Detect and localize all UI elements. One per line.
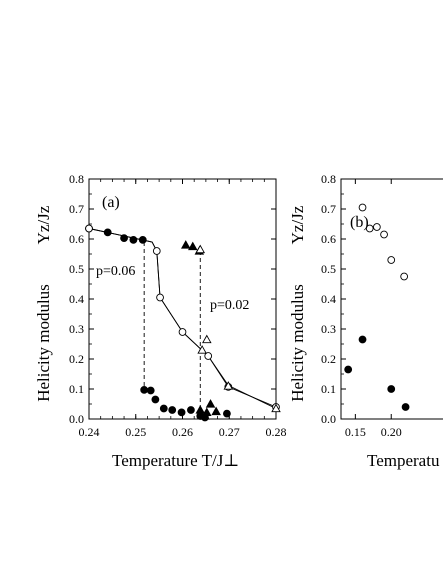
x-tick-label: 0.20 bbox=[381, 425, 402, 439]
panel-a-y-axis-symbol: Υz/Jz bbox=[34, 205, 53, 244]
data-point-filled-circle bbox=[387, 385, 396, 393]
data-point-open-circle bbox=[156, 293, 164, 302]
data-point-filled-circle bbox=[159, 404, 168, 413]
data-point-open-circle bbox=[365, 224, 374, 233]
data-point-filled-circle bbox=[138, 236, 147, 244]
data-point-filled-circle bbox=[120, 234, 128, 243]
y-tick-label: 0.3 bbox=[69, 322, 84, 336]
data-point-filled-circle bbox=[140, 386, 149, 394]
y-tick-label: 0.4 bbox=[69, 292, 84, 306]
data-point-open-circle bbox=[178, 328, 187, 336]
x-tick-label: 0.27 bbox=[219, 425, 240, 439]
x-tick-label: 0.24 bbox=[79, 425, 100, 439]
data-point-filled-circle bbox=[344, 365, 353, 374]
y-tick-label: 0.1 bbox=[321, 382, 336, 396]
data-point-open-circle bbox=[387, 256, 396, 264]
data-point-filled-circle bbox=[103, 228, 112, 237]
panel-b-letter: (b) bbox=[350, 214, 369, 231]
y-tick-label: 0.5 bbox=[321, 262, 336, 276]
y-tick-label: 0.2 bbox=[321, 352, 336, 366]
panel-a-annotation-p002: p=0.02 bbox=[210, 298, 249, 313]
data-point-filled-circle bbox=[168, 406, 177, 414]
panel-b-y-axis-symbol: Υz/Jz bbox=[288, 205, 307, 244]
data-point-open-triangle bbox=[202, 334, 212, 344]
x-tick-label: 0.26 bbox=[172, 425, 193, 439]
y-tick-label: 0.2 bbox=[69, 352, 84, 366]
y-tick-label: 0.8 bbox=[69, 172, 84, 186]
panel-a-annotation-p006: p=0.06 bbox=[96, 264, 135, 279]
y-tick-label: 0.1 bbox=[69, 382, 84, 396]
data-point-filled-circle bbox=[401, 403, 410, 411]
y-tick-label: 0.5 bbox=[69, 262, 84, 276]
panel-b-y-axis-title: Helicity modulus bbox=[288, 284, 307, 402]
series-line bbox=[88, 228, 277, 409]
series-line bbox=[88, 228, 277, 408]
data-point-filled-triangle bbox=[181, 240, 191, 249]
data-point-open-circle bbox=[152, 247, 161, 255]
data-point-open-circle bbox=[400, 272, 409, 281]
y-tick-label: 0.8 bbox=[321, 172, 336, 186]
data-point-filled-circle bbox=[358, 335, 367, 344]
y-tick-label: 0.7 bbox=[321, 202, 336, 216]
y-tick-label: 0.3 bbox=[321, 322, 336, 336]
data-point-open-circle bbox=[204, 352, 213, 360]
panel-a-lines bbox=[88, 228, 277, 416]
data-point-filled-triangle bbox=[205, 399, 216, 408]
panel-b-x-axis-title: Temperatu bbox=[367, 451, 440, 470]
data-point-open-triangle bbox=[197, 345, 207, 354]
data-point-open-triangle bbox=[195, 244, 206, 254]
data-point-filled-circle bbox=[146, 386, 155, 395]
data-point-filled-triangle bbox=[188, 241, 198, 251]
data-point-filled-circle bbox=[177, 408, 186, 417]
y-tick-label: 0.4 bbox=[321, 292, 336, 306]
panel-b-y-axis-title-group: Helicity modulus Υz/Jz bbox=[288, 205, 307, 402]
panel-b: 0.00.10.20.30.40.50.60.70.80.15 0.20 (b) … bbox=[288, 172, 443, 470]
data-point-filled-triangle bbox=[211, 406, 221, 416]
panel-b-marks bbox=[344, 203, 410, 411]
y-tick-label: 0.7 bbox=[69, 202, 84, 216]
data-point-filled-circle bbox=[129, 236, 138, 244]
data-point-open-circle bbox=[380, 230, 388, 239]
data-point-open-circle bbox=[358, 203, 367, 212]
panel-a-ticks: 0.0 0.1 0.2 0.3 0.4 0.5 0.6 0.7 0.8 0.24 0.25 0.26 0… bbox=[69, 172, 287, 439]
data-point-open-circle bbox=[373, 223, 381, 231]
panel-a-y-axis-title-group: Helicity modulus Υz/Jz bbox=[34, 205, 53, 402]
y-tick-label: 0.6 bbox=[321, 232, 336, 246]
y-tick-label: 0.0 bbox=[321, 412, 336, 426]
panel-b-ticks: 0.0 0.1 0.2 0.3 0.4 0.5 0.6 0.7 0.8 0.15 0.20 bbox=[321, 172, 402, 439]
data-point-open-circle bbox=[85, 224, 93, 233]
y-tick-label: 0.6 bbox=[69, 232, 84, 246]
panel-a: 0.0 0.1 0.2 0.3 0.4 0.5 0.6 0.7 0.8 0.24 0.25 0.26 0… bbox=[34, 172, 287, 470]
x-tick-label: 0.25 bbox=[125, 425, 146, 439]
panel-a-y-axis-title: Helicity modulus bbox=[34, 284, 53, 402]
panel-a-marks bbox=[85, 224, 281, 422]
data-point-open-triangle bbox=[271, 403, 281, 413]
data-point-filled-triangle bbox=[202, 407, 212, 417]
y-tick-label: 0.0 bbox=[69, 412, 84, 426]
x-tick-label: 0.15 bbox=[345, 425, 366, 439]
data-point-filled-circle bbox=[187, 406, 195, 414]
data-point-filled-circle bbox=[223, 409, 231, 418]
data-point-filled-circle bbox=[151, 395, 160, 404]
data-point-open-triangle bbox=[223, 381, 234, 390]
x-tick-label: 0.28 bbox=[266, 425, 287, 439]
panel-a-x-axis-title: Temperature T/J⊥ bbox=[112, 451, 239, 470]
panel-a-letter: (a) bbox=[102, 194, 120, 211]
data-point-filled-triangle bbox=[195, 405, 206, 414]
